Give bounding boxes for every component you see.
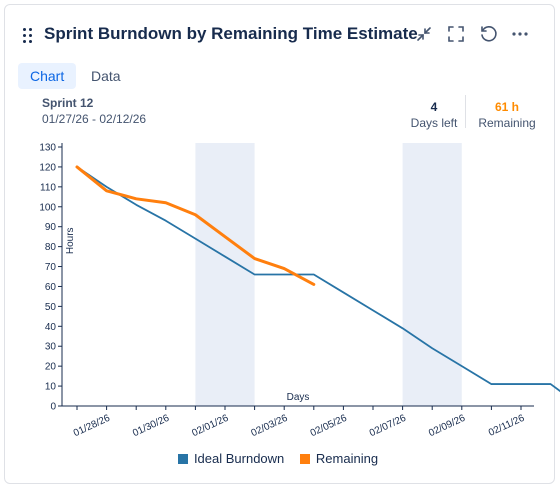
y-tick-label: 20 xyxy=(45,362,57,373)
days-left-stat: 4 Days left xyxy=(404,100,464,130)
y-tick-label: 40 xyxy=(45,322,57,333)
fullscreen-icon[interactable] xyxy=(446,24,466,44)
legend-item-remaining[interactable]: Remaining xyxy=(299,451,379,466)
stat-divider xyxy=(465,95,466,128)
weekend-band xyxy=(402,143,462,406)
remaining-value: 61 h xyxy=(494,100,519,114)
remaining-label: Remaining xyxy=(478,116,536,130)
weekend-band xyxy=(195,143,255,406)
burndown-chart: 0 10 20 30 40 50 60 70 80 90 100 110 120 130 01/28/26 0… xyxy=(39,143,560,440)
y-tick-label: 110 xyxy=(40,182,56,193)
days-left-value: 4 xyxy=(430,100,438,114)
legend-swatch-ideal xyxy=(177,453,188,464)
y-tick-label: 70 xyxy=(45,262,57,273)
x-tick-label: 02/01/26 xyxy=(190,413,230,440)
x-tick-label: 02/11/26 xyxy=(487,413,527,439)
remaining-stat: 61 h Remaining xyxy=(472,100,542,130)
y-tick-label: 0 xyxy=(50,402,56,413)
x-axis-label: Days xyxy=(287,392,310,403)
y-tick-label: 120 xyxy=(39,162,56,173)
y-tick-label: 30 xyxy=(45,342,57,353)
y-axis-label: Hours xyxy=(65,227,76,254)
y-tick-label: 80 xyxy=(45,242,57,253)
tab-data[interactable]: Data xyxy=(91,68,121,84)
legend-item-ideal[interactable]: Ideal Burndown xyxy=(177,451,285,466)
legend-swatch-remaining xyxy=(299,453,310,464)
x-tick-label: 02/07/26 xyxy=(368,413,408,440)
widget-card xyxy=(4,4,555,484)
refresh-icon[interactable] xyxy=(478,24,498,44)
y-tick-label: 60 xyxy=(45,282,57,293)
legend-label-remaining: Remaining xyxy=(315,451,379,466)
sprint-dates: 01/27/26 - 02/12/26 xyxy=(42,112,147,126)
widget-header: Sprint Burndown by Remaining Time Estima… xyxy=(0,0,560,60)
x-tick-label: 01/28/26 xyxy=(72,413,112,440)
y-tick-label: 130 xyxy=(39,143,56,154)
x-tick-label: 02/05/26 xyxy=(309,413,349,440)
days-left-label: Days left xyxy=(410,116,458,130)
collapse-icon[interactable] xyxy=(414,24,434,44)
y-tick-label: 100 xyxy=(39,202,56,213)
drag-handle-icon[interactable] xyxy=(22,27,34,43)
legend-label-ideal: Ideal Burndown xyxy=(193,451,285,466)
tab-chart[interactable]: Chart xyxy=(18,63,76,89)
ideal-burndown-line xyxy=(76,166,560,393)
more-icon[interactable] xyxy=(510,24,530,44)
sprint-name: Sprint 12 xyxy=(42,96,94,110)
y-tick-label: 50 xyxy=(45,302,57,313)
x-tick-label: 01/30/26 xyxy=(131,413,171,440)
chart-legend: Ideal Burndown Remaining xyxy=(0,451,556,467)
y-tick-label: 90 xyxy=(45,222,57,233)
remaining-line xyxy=(75,165,316,286)
widget-title: Sprint Burndown by Remaining Time Estima… xyxy=(44,24,418,43)
y-tick-label: 10 xyxy=(45,382,57,393)
x-tick-label: 02/03/26 xyxy=(250,413,290,440)
x-tick-label: 02/09/26 xyxy=(427,413,467,440)
